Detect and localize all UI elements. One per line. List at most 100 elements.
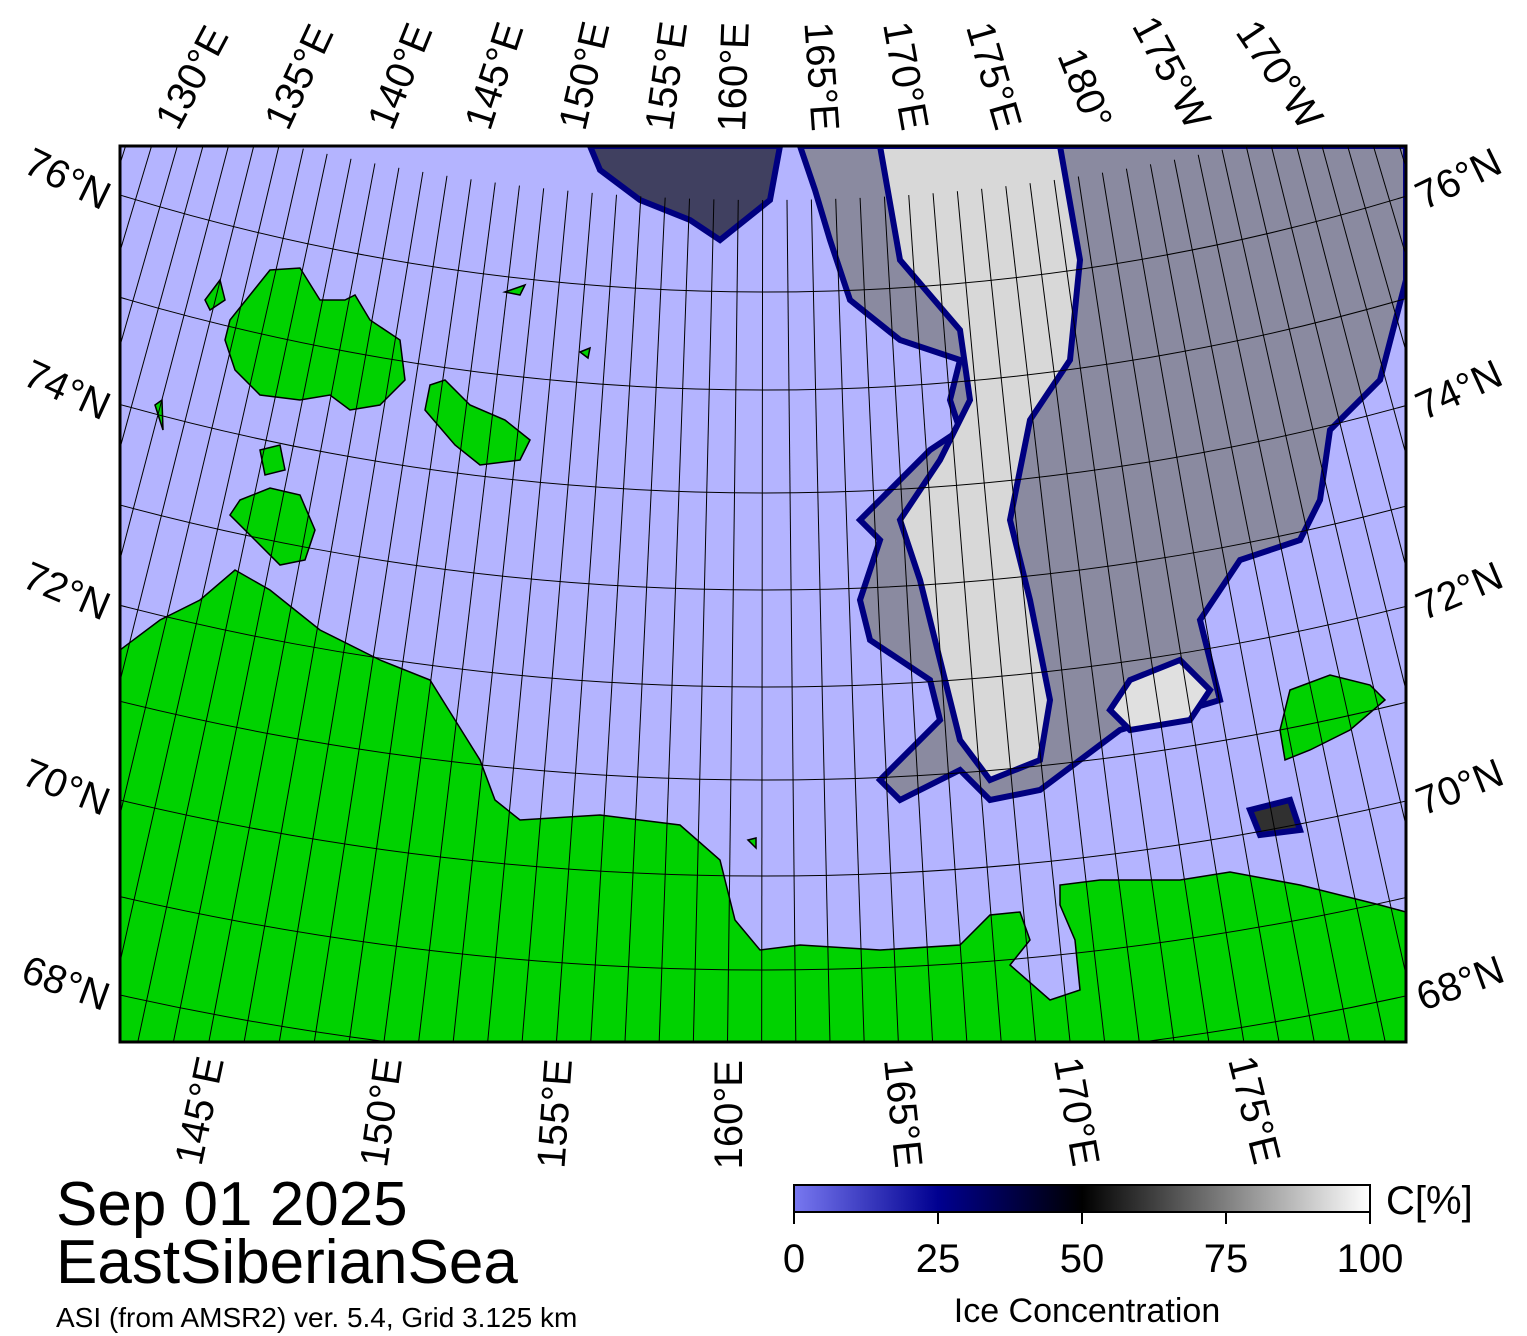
longitude-label: 140°E — [360, 17, 442, 135]
colorbar-unit: C[%] — [1386, 1179, 1473, 1223]
meridian-line — [932, 193, 1002, 1042]
latitude-label: 72°N — [1410, 554, 1509, 629]
map-frame — [118, 144, 1408, 1044]
meridian-line — [120, 146, 178, 348]
meridian-line — [172, 158, 352, 1042]
meridian-line — [120, 146, 280, 817]
meridian-line — [1270, 146, 1406, 693]
latitude-label: 74°N — [1409, 352, 1509, 429]
longitude-label: 150°E — [551, 18, 618, 135]
latitude-label: 68°N — [1411, 948, 1510, 1020]
meridian-line — [908, 195, 968, 1042]
longitude-label: 170°E — [874, 18, 936, 133]
source: ASI (from AMSR2) ver. 5.4, Grid 3.125 km — [56, 1302, 577, 1333]
meridian-line — [137, 153, 328, 1042]
meridian-line — [624, 197, 666, 1042]
meridian-line — [487, 190, 569, 1042]
longitude-label: 165°E — [795, 20, 847, 132]
meridian-line — [981, 188, 1071, 1042]
meridian-line — [0, 73, 46, 1013]
meridian-line — [1197, 154, 1386, 1042]
latitude-label: 70°N — [16, 751, 115, 825]
colorbar-tick-label: 100 — [1337, 1237, 1404, 1281]
latitude-label: 68°N — [16, 948, 115, 1020]
meridian-line — [452, 188, 545, 1042]
meridian-line — [1502, 66, 1527, 1002]
meridian-line — [883, 196, 934, 1042]
meridian-line — [692, 199, 715, 1042]
meridian-line — [1053, 179, 1175, 1042]
meridian-line — [313, 175, 448, 1042]
graticule — [0, 56, 1527, 1042]
meridian-line — [1479, 75, 1527, 1015]
meridian-line — [555, 194, 617, 1042]
meridian-line — [348, 179, 472, 1042]
longitude-label: 160°E — [710, 21, 758, 132]
meridian-line — [956, 191, 1037, 1042]
latitude-label: 72°N — [17, 554, 116, 629]
longitude-label: 130°E — [147, 19, 237, 136]
meridian-line — [1149, 164, 1315, 1042]
meridian-line — [859, 197, 899, 1042]
latitude-label: 70°N — [1410, 751, 1509, 825]
longitude-label: 165°E — [875, 1056, 930, 1169]
meridian-line — [120, 146, 229, 562]
meridian-line — [243, 167, 400, 1042]
meridian-line — [1221, 149, 1406, 978]
meridian-line — [1296, 146, 1406, 570]
map-area — [0, 56, 1527, 1042]
meridian-line — [1029, 183, 1140, 1042]
meridian-line — [120, 146, 255, 684]
meridian-line — [521, 192, 593, 1042]
meridian-line — [1173, 159, 1351, 1042]
meridian-line — [0, 65, 23, 1001]
colorbar-tick-label: 25 — [916, 1237, 961, 1281]
longitude-label: 170°W — [1227, 13, 1331, 138]
longitude-label: 160°E — [707, 1060, 751, 1169]
longitude-label: 175°W — [1123, 9, 1219, 136]
colorbar-tick-label: 75 — [1204, 1237, 1249, 1281]
longitude-label: 135°E — [256, 18, 342, 136]
longitude-label: 145°E — [457, 17, 533, 135]
meridian-line — [0, 56, 1, 987]
meridian-line — [208, 163, 376, 1042]
colorbar: C[%] Ice Concentration 0 25 50 75 100 — [783, 1179, 1473, 1330]
meridian-line — [1347, 146, 1406, 353]
meridian-line — [1077, 176, 1210, 1042]
longitude-label: 175°E — [1219, 1052, 1288, 1169]
meridian-line — [786, 199, 797, 1042]
meridian-line — [418, 185, 520, 1042]
colorbar-tick-label: 0 — [783, 1237, 805, 1281]
meridian-line — [810, 199, 831, 1042]
meridian-line — [1321, 146, 1406, 457]
region: EastSiberianSea — [56, 1228, 518, 1297]
date: Sep 01 2025 — [56, 1170, 408, 1239]
longitude-label: 145°E — [167, 1053, 233, 1169]
longitude-label: 170°E — [1045, 1054, 1107, 1169]
meridian-line — [658, 198, 691, 1042]
meridian-line — [761, 199, 764, 1042]
longitude-label: 180° — [1049, 42, 1121, 135]
meridian-line — [383, 182, 496, 1042]
longitude-label: 155°E — [529, 1058, 581, 1170]
meridian-line — [1101, 172, 1245, 1042]
longitude-label: 175°E — [957, 17, 1029, 134]
meridian-line — [590, 196, 642, 1042]
meridian-line — [835, 198, 865, 1042]
colorbar-scale — [793, 1184, 1371, 1213]
colorbar-tick-label: 50 — [1060, 1237, 1105, 1281]
meridian-line — [1005, 186, 1106, 1042]
meridian-line — [278, 171, 424, 1042]
longitude-label: 150°E — [352, 1055, 411, 1169]
latitude-label: 76°N — [18, 140, 118, 219]
meridian-line — [120, 146, 204, 450]
meridian-line — [727, 199, 739, 1042]
meridian-line — [1125, 168, 1280, 1042]
longitude-label: 155°E — [637, 19, 696, 133]
colorbar-label: Ice Concentration — [954, 1292, 1221, 1330]
sea-ice — [586, 146, 1406, 839]
meridian-line — [1245, 146, 1406, 828]
latitude-label: 74°N — [17, 352, 117, 429]
latitude-label: 76°N — [1409, 140, 1509, 219]
